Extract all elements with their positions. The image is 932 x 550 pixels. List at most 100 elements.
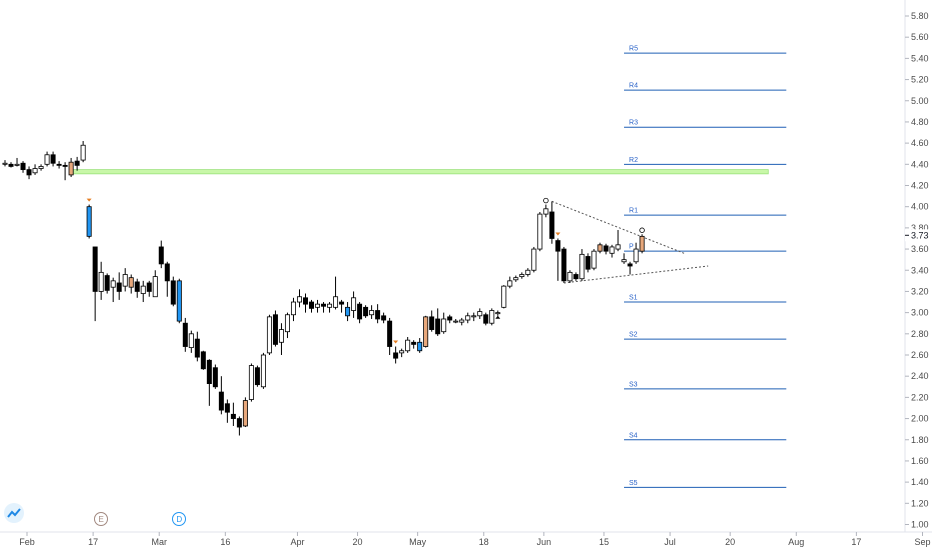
candle-body	[411, 341, 417, 345]
candle	[200, 350, 206, 370]
price-axis-label: 2.80	[911, 329, 929, 339]
pivot-label-r2: R2	[629, 157, 638, 164]
candle	[140, 280, 146, 303]
time-axis-label: Apr	[290, 537, 304, 547]
candle-body	[321, 303, 327, 307]
candle-body	[597, 244, 603, 252]
candle	[110, 277, 116, 303]
candle	[224, 399, 230, 423]
candle-body	[435, 318, 441, 335]
candle-body	[152, 276, 158, 298]
candle	[290, 297, 296, 322]
candle-body	[110, 280, 116, 288]
tradingview-logo-icon[interactable]	[4, 503, 24, 523]
price-axis-label: 4.20	[911, 181, 929, 191]
candle-body	[465, 315, 471, 321]
price-axis-label: 5.20	[911, 75, 929, 85]
candle	[194, 331, 200, 362]
candle-body	[399, 350, 405, 354]
candle	[242, 397, 248, 428]
candle-body	[537, 213, 543, 250]
candle-body	[230, 413, 236, 419]
candle	[543, 197, 549, 218]
time-axis-label: Feb	[19, 537, 35, 547]
price-axis[interactable]: 5.80 5.60 5.40 5.20 5.00 4.80 4.60 4.40 4.20 4.00…	[905, 11, 929, 530]
candle	[122, 268, 128, 292]
candle	[164, 261, 170, 297]
candle-body	[146, 282, 152, 292]
candle-body	[140, 285, 146, 294]
price-axis-label: 3.40	[911, 265, 929, 275]
candle-body	[20, 162, 26, 171]
candle	[387, 317, 393, 355]
time-axis-label: Aug	[788, 537, 804, 547]
candle-body	[633, 248, 639, 263]
signal-down-marker	[393, 340, 399, 344]
last-price-box	[905, 229, 932, 242]
candle	[20, 161, 26, 173]
last-price-tag: 3.73	[905, 229, 932, 242]
candle-body	[621, 259, 627, 263]
candle	[321, 302, 327, 313]
price-axis-label: 2.00	[911, 414, 929, 424]
time-axis-label: Mar	[151, 537, 167, 547]
candle-body	[333, 296, 339, 308]
candle-body	[68, 161, 74, 176]
candle-body	[483, 314, 489, 324]
candle-body	[74, 160, 80, 166]
candle	[212, 364, 218, 389]
candle-body	[471, 315, 477, 318]
candle-body	[345, 306, 351, 317]
signal-down-marker	[555, 232, 561, 236]
candle	[597, 242, 603, 254]
candle-body	[447, 316, 453, 321]
candle	[14, 157, 20, 167]
candle-body	[477, 311, 483, 317]
pivot-label-r4: R4	[629, 83, 638, 90]
candle	[92, 246, 98, 322]
event-marker-d[interactable]: D	[172, 512, 187, 526]
candle-body	[387, 320, 393, 347]
candle-body	[176, 280, 182, 322]
candle	[603, 243, 609, 255]
candle-body	[417, 341, 423, 352]
candle	[296, 289, 302, 308]
candle-body	[236, 418, 242, 428]
price-axis-label: 3.60	[911, 244, 929, 254]
candle-body	[561, 248, 567, 282]
candle-body	[639, 235, 645, 252]
candle	[375, 304, 381, 324]
candle	[549, 201, 555, 244]
candle	[465, 312, 471, 324]
candle	[74, 156, 80, 171]
candle	[278, 323, 284, 355]
candle-body	[32, 168, 38, 174]
candle	[519, 272, 525, 279]
candle	[507, 276, 513, 289]
candle	[501, 285, 507, 309]
candle-body	[519, 274, 525, 278]
candle	[50, 151, 56, 167]
time-axis[interactable]: Feb 17 Mar 16 Apr 20 May 18 Jun 15 Jul 20 Aug 17 Sep	[19, 532, 930, 547]
candle-body	[104, 275, 110, 291]
candle-body	[8, 163, 14, 167]
event-marker-e[interactable]: E	[94, 512, 109, 526]
candle-body	[272, 314, 278, 345]
candle	[639, 227, 645, 254]
candle	[315, 299, 321, 313]
candle-body	[549, 211, 555, 239]
time-axis-label: 17	[88, 537, 98, 547]
candle	[627, 261, 633, 275]
candle	[489, 308, 495, 326]
candle	[230, 402, 236, 426]
candle-body	[200, 351, 206, 370]
pivot-label-s2: S2	[629, 332, 638, 339]
candle	[146, 280, 152, 297]
pivot-label-p: P	[629, 244, 634, 251]
time-axis-label: May	[409, 537, 427, 547]
candle	[2, 160, 8, 167]
candle	[471, 312, 477, 322]
candle	[531, 246, 537, 273]
cloud-icon	[7, 508, 21, 518]
